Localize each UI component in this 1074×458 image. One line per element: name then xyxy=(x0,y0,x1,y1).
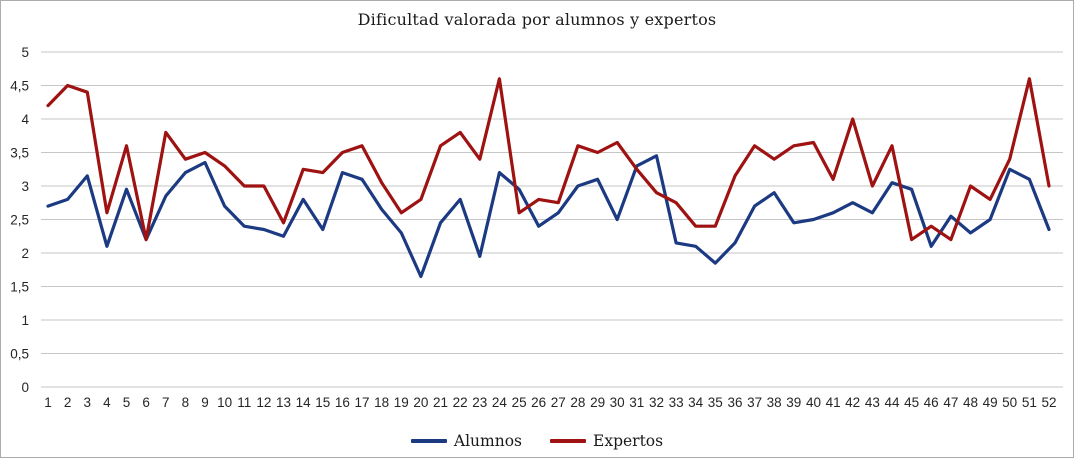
x-axis-label: 29 xyxy=(590,395,605,410)
x-axis-label: 52 xyxy=(1041,395,1056,410)
x-axis-label: 6 xyxy=(142,395,150,410)
x-axis-label: 16 xyxy=(335,395,350,410)
x-axis-label: 43 xyxy=(865,395,880,410)
x-axis-label: 13 xyxy=(276,395,291,410)
x-axis-label: 10 xyxy=(217,395,232,410)
x-axis-label: 46 xyxy=(924,395,939,410)
x-axis-label: 17 xyxy=(354,395,369,410)
x-axis-label: 40 xyxy=(806,395,821,410)
x-axis-label: 30 xyxy=(610,395,625,410)
y-axis-label: 3,5 xyxy=(10,146,29,161)
x-axis-label: 25 xyxy=(512,395,527,410)
chart-title: Dificultad valorada por alumnos y expert… xyxy=(357,10,717,29)
x-axis-label: 19 xyxy=(394,395,409,410)
x-axis-label: 48 xyxy=(963,395,978,410)
x-axis-label: 50 xyxy=(1002,395,1017,410)
y-axis-label: 5 xyxy=(21,45,29,60)
x-axis-label: 2 xyxy=(64,395,72,410)
x-axis-label: 37 xyxy=(747,395,762,410)
x-axis-label: 44 xyxy=(884,395,900,410)
chart-legend: Alumnos Expertos xyxy=(1,432,1073,450)
y-axis-label: 4 xyxy=(21,112,29,127)
x-axis-label: 26 xyxy=(531,395,546,410)
x-axis-label: 47 xyxy=(943,395,958,410)
x-axis-label: 28 xyxy=(570,395,585,410)
x-axis-label: 31 xyxy=(629,395,644,410)
x-axis-label: 34 xyxy=(688,395,704,410)
y-axis-label: 1,5 xyxy=(10,280,29,295)
x-axis-label: 3 xyxy=(84,395,92,410)
x-axis-label: 9 xyxy=(201,395,209,410)
y-axis-label: 0 xyxy=(21,380,29,395)
x-axis-label: 20 xyxy=(413,395,428,410)
y-axis-label: 1 xyxy=(21,313,29,328)
x-axis-label: 36 xyxy=(727,395,742,410)
x-axis-label: 5 xyxy=(123,395,131,410)
legend-label-expertos: Expertos xyxy=(593,432,664,450)
x-axis-label: 35 xyxy=(708,395,723,410)
x-axis-label: 32 xyxy=(649,395,664,410)
x-axis-label: 7 xyxy=(162,395,170,410)
legend-label-alumnos: Alumnos xyxy=(453,432,523,450)
expertos-line xyxy=(46,77,1051,242)
x-axis-label: 23 xyxy=(472,395,487,410)
x-axis-label: 18 xyxy=(374,395,389,410)
x-axis-label: 15 xyxy=(315,395,330,410)
x-axis-label: 38 xyxy=(767,395,782,410)
x-axis-label: 8 xyxy=(182,395,190,410)
alumnos-line-swatch-icon xyxy=(410,439,447,443)
x-axis-label: 24 xyxy=(492,395,508,410)
x-axis-label: 42 xyxy=(845,395,860,410)
x-axis-label: 11 xyxy=(237,395,251,410)
alumnos-line xyxy=(46,154,1051,279)
x-axis-label: 51 xyxy=(1022,395,1037,410)
y-axis-label: 2 xyxy=(21,246,29,261)
x-axis-label: 22 xyxy=(453,395,468,410)
x-axis-label: 39 xyxy=(786,395,801,410)
x-axis-label: 27 xyxy=(551,395,566,410)
x-axis-label: 14 xyxy=(296,395,312,410)
x-axis-label: 41 xyxy=(826,395,841,410)
y-axis-label: 0,5 xyxy=(10,347,29,362)
x-axis-label: 1 xyxy=(44,395,52,410)
legend-item-alumnos: Alumnos xyxy=(410,432,523,450)
x-axis-label: 49 xyxy=(983,395,998,410)
x-axis-label: 21 xyxy=(433,395,448,410)
y-axis-label: 3 xyxy=(21,179,29,194)
x-axis-label: 33 xyxy=(669,395,684,410)
y-axis-label: 4,5 xyxy=(10,79,29,94)
expertos-line-swatch-icon xyxy=(550,439,587,443)
x-axis-label: 4 xyxy=(103,395,111,410)
x-axis-label: 12 xyxy=(256,395,271,410)
x-axis-label: 45 xyxy=(904,395,919,410)
y-axis-label: 2,5 xyxy=(10,213,29,228)
legend-item-expertos: Expertos xyxy=(550,432,663,450)
